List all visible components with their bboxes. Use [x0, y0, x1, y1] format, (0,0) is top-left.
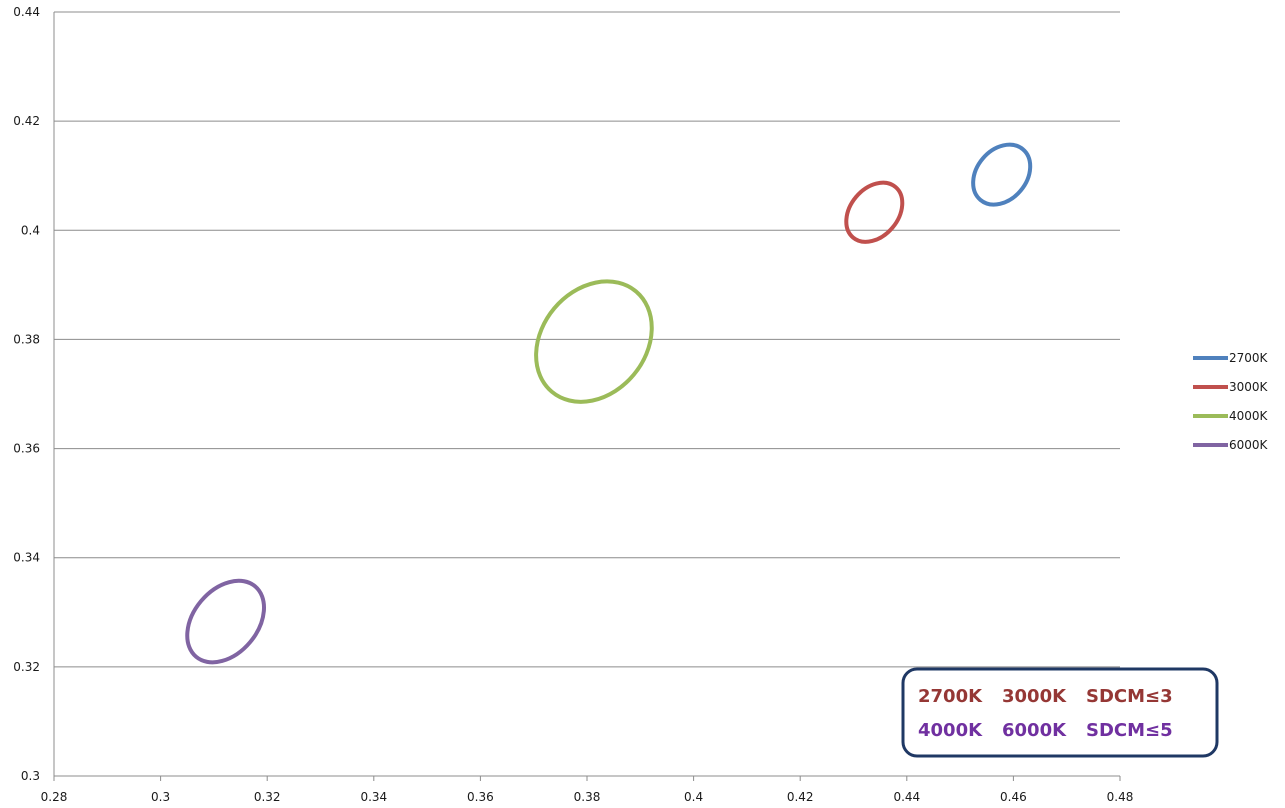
ellipse-4000k — [534, 279, 654, 404]
y-tick-label: 0.44 — [13, 5, 40, 19]
axes — [53, 12, 1121, 781]
series-ellipses — [185, 142, 1033, 665]
legend-label-3000k: 3000K — [1229, 380, 1269, 394]
y-tick-label: 0.34 — [13, 551, 40, 565]
y-tick-labels: 0.3 0.32 0.34 0.36 0.38 0.4 0.42 0.44 — [13, 5, 40, 783]
legend-label-4000k: 4000K — [1229, 409, 1269, 423]
gridlines — [54, 11, 1120, 777]
ellipse-2700k — [971, 142, 1033, 207]
x-tick-label: 0.42 — [787, 790, 814, 804]
annotation-l1-b: 3000K — [1002, 686, 1067, 707]
y-tick-label: 0.36 — [13, 442, 40, 456]
ellipse-3000k — [844, 180, 905, 244]
annotation-l2-a: 4000K — [918, 720, 983, 741]
annotation-l2-c: SDCM≤5 — [1086, 720, 1173, 741]
y-tick-label: 0.4 — [21, 223, 40, 237]
annotation-line-2: 4000K 6000K SDCM≤5 — [918, 720, 1173, 741]
x-tick-label: 0.34 — [360, 790, 387, 804]
annotation-border — [901, 667, 1219, 758]
x-tick-label: 0.44 — [893, 790, 920, 804]
annotation-line-1: 2700K 3000K SDCM≤3 — [918, 686, 1173, 707]
x-tick-label: 0.4 — [684, 790, 703, 804]
x-tick-label: 0.3 — [151, 790, 170, 804]
annotation-l1-c: SDCM≤3 — [1086, 686, 1173, 707]
y-tick-label: 0.32 — [13, 660, 40, 674]
x-tick-label: 0.32 — [254, 790, 281, 804]
annotation-l2-b: 6000K — [1002, 720, 1067, 741]
legend-label-2700k: 2700K — [1229, 351, 1269, 365]
x-tick-label: 0.38 — [574, 790, 601, 804]
x-tick-label: 0.36 — [467, 790, 494, 804]
x-tick-label: 0.28 — [41, 790, 68, 804]
x-tick-label: 0.46 — [1000, 790, 1027, 804]
y-tick-label: 0.42 — [13, 114, 40, 128]
y-tick-label: 0.3 — [21, 769, 40, 783]
ellipse-6000k — [185, 578, 267, 665]
y-tick-label: 0.38 — [13, 332, 40, 346]
x-tick-labels: 0.28 0.3 0.32 0.34 0.36 0.38 0.4 0.42 0.44 0.46 0.… — [41, 790, 1134, 804]
legend: 2700K 3000K 4000K 6000K — [1193, 351, 1269, 452]
x-tick-label: 0.48 — [1107, 790, 1134, 804]
sdcm-annotation-box: 2700K 3000K SDCM≤3 4000K 6000K SDCM≤5 — [901, 667, 1219, 758]
legend-label-6000k: 6000K — [1229, 438, 1269, 452]
annotation-l1-a: 2700K — [918, 686, 983, 707]
